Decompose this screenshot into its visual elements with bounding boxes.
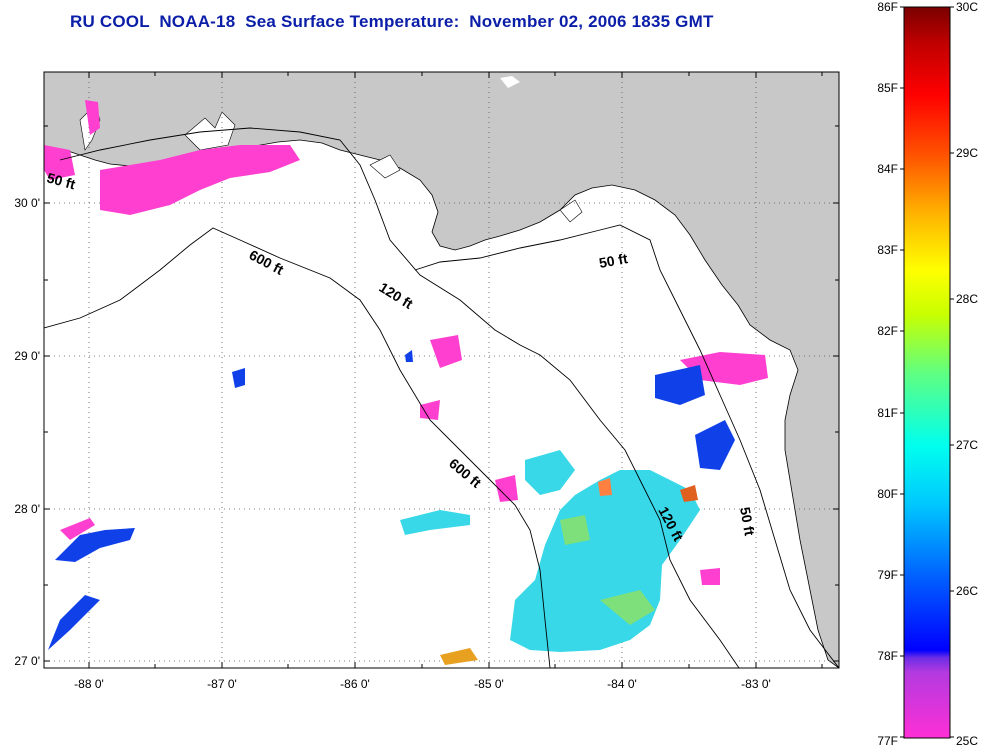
sst-cool-patches bbox=[44, 100, 768, 585]
colorbar-f-label: 79F bbox=[877, 568, 898, 582]
colorbar-f-label: 80F bbox=[877, 487, 898, 501]
lake bbox=[500, 76, 520, 88]
colorbar-f-label: 77F bbox=[877, 734, 898, 748]
colorbar-f-label: 84F bbox=[877, 162, 898, 176]
lat-label: 30 0' bbox=[14, 196, 40, 210]
colorbar-f-label: 81F bbox=[877, 406, 898, 420]
sst-blue-patches bbox=[48, 350, 735, 650]
colorbar-f-label: 86F bbox=[877, 0, 898, 14]
lat-label: 29 0' bbox=[14, 349, 40, 363]
lon-label: -86 0' bbox=[340, 677, 370, 691]
colorbar-c-label: 29C bbox=[956, 146, 978, 160]
colorbar-f-label: 78F bbox=[877, 649, 898, 663]
map-title: RU COOL NOAA-18 Sea Surface Temperature:… bbox=[70, 12, 714, 31]
colorbar-c-label: 26C bbox=[956, 584, 978, 598]
map-frame bbox=[43, 71, 840, 669]
colorbar-f-label: 82F bbox=[877, 324, 898, 338]
contour-label-50ft: 50 ft bbox=[45, 169, 77, 192]
lon-label: -84 0' bbox=[607, 677, 637, 691]
colorbar-c-label: 25C bbox=[956, 734, 978, 748]
colorbar-c-label: 27C bbox=[956, 438, 978, 452]
sst-warm-patches bbox=[400, 450, 700, 665]
lat-label: 28 0' bbox=[14, 502, 40, 516]
bay-inlet-3 bbox=[369, 154, 401, 179]
contour-label-50ft: 50 ft bbox=[737, 506, 758, 537]
colorbar-c-label: 30C bbox=[956, 0, 978, 14]
lon-label: -88 0' bbox=[74, 677, 104, 691]
colorbar-ticks bbox=[900, 6, 954, 738]
colorbar-f-label: 85F bbox=[877, 81, 898, 95]
contour-label-50ft: 50 ft bbox=[598, 250, 629, 271]
colorbar-f-label: 83F bbox=[877, 243, 898, 257]
axis-ticks bbox=[44, 72, 839, 668]
lon-label: -87 0' bbox=[207, 677, 237, 691]
temperature-colorbar bbox=[903, 6, 951, 739]
lat-label: 27 0' bbox=[14, 654, 40, 668]
colorbar-c-label: 28C bbox=[956, 292, 978, 306]
lon-label: -83 0' bbox=[741, 677, 771, 691]
depth-contours bbox=[44, 127, 839, 668]
lon-label: -85 0' bbox=[474, 677, 504, 691]
